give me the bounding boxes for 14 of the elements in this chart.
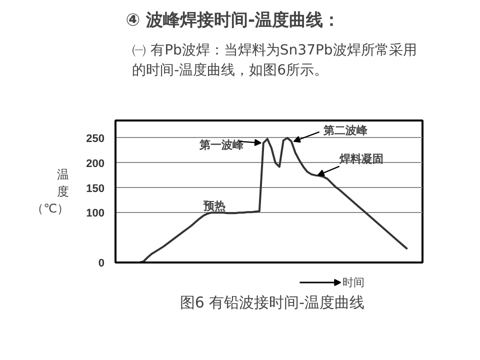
x-axis-title: 时间 xyxy=(342,276,365,289)
annotation: 焊料凝固 xyxy=(338,152,384,166)
y-tick-label: 250 xyxy=(86,132,105,145)
annotation: 预热 xyxy=(202,200,226,213)
y-tick-label: 100 xyxy=(86,208,105,220)
annotation: 第二波峰 xyxy=(322,124,368,137)
y-tick-label: 0 xyxy=(98,258,105,270)
y-tick-label: 150 xyxy=(86,182,105,195)
caption: 图6 有铅波接时间-温度曲线 xyxy=(180,294,365,312)
chart-title: ④ 波峰焊接时间-温度曲线： xyxy=(126,10,340,30)
chart-subtitle: ㈠ 有Pb波焊：当焊料为Sn37Pb波焊所常采用的时间-温度曲线，如图6所示。 xyxy=(132,42,417,78)
annotation: 第一波峰 xyxy=(198,138,244,152)
y-axis-title: 温度（℃） xyxy=(32,168,70,216)
y-tick-label: 200 xyxy=(86,158,105,170)
